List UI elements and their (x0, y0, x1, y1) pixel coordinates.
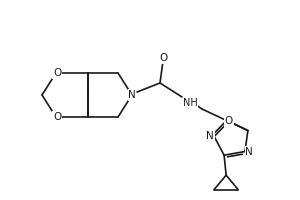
Text: N: N (128, 90, 136, 100)
Text: NH: NH (183, 98, 198, 108)
Text: O: O (159, 53, 167, 63)
Text: O: O (53, 112, 61, 122)
Text: N: N (206, 131, 214, 141)
Text: O: O (225, 116, 233, 126)
Text: N: N (245, 147, 253, 157)
Text: O: O (53, 68, 61, 78)
